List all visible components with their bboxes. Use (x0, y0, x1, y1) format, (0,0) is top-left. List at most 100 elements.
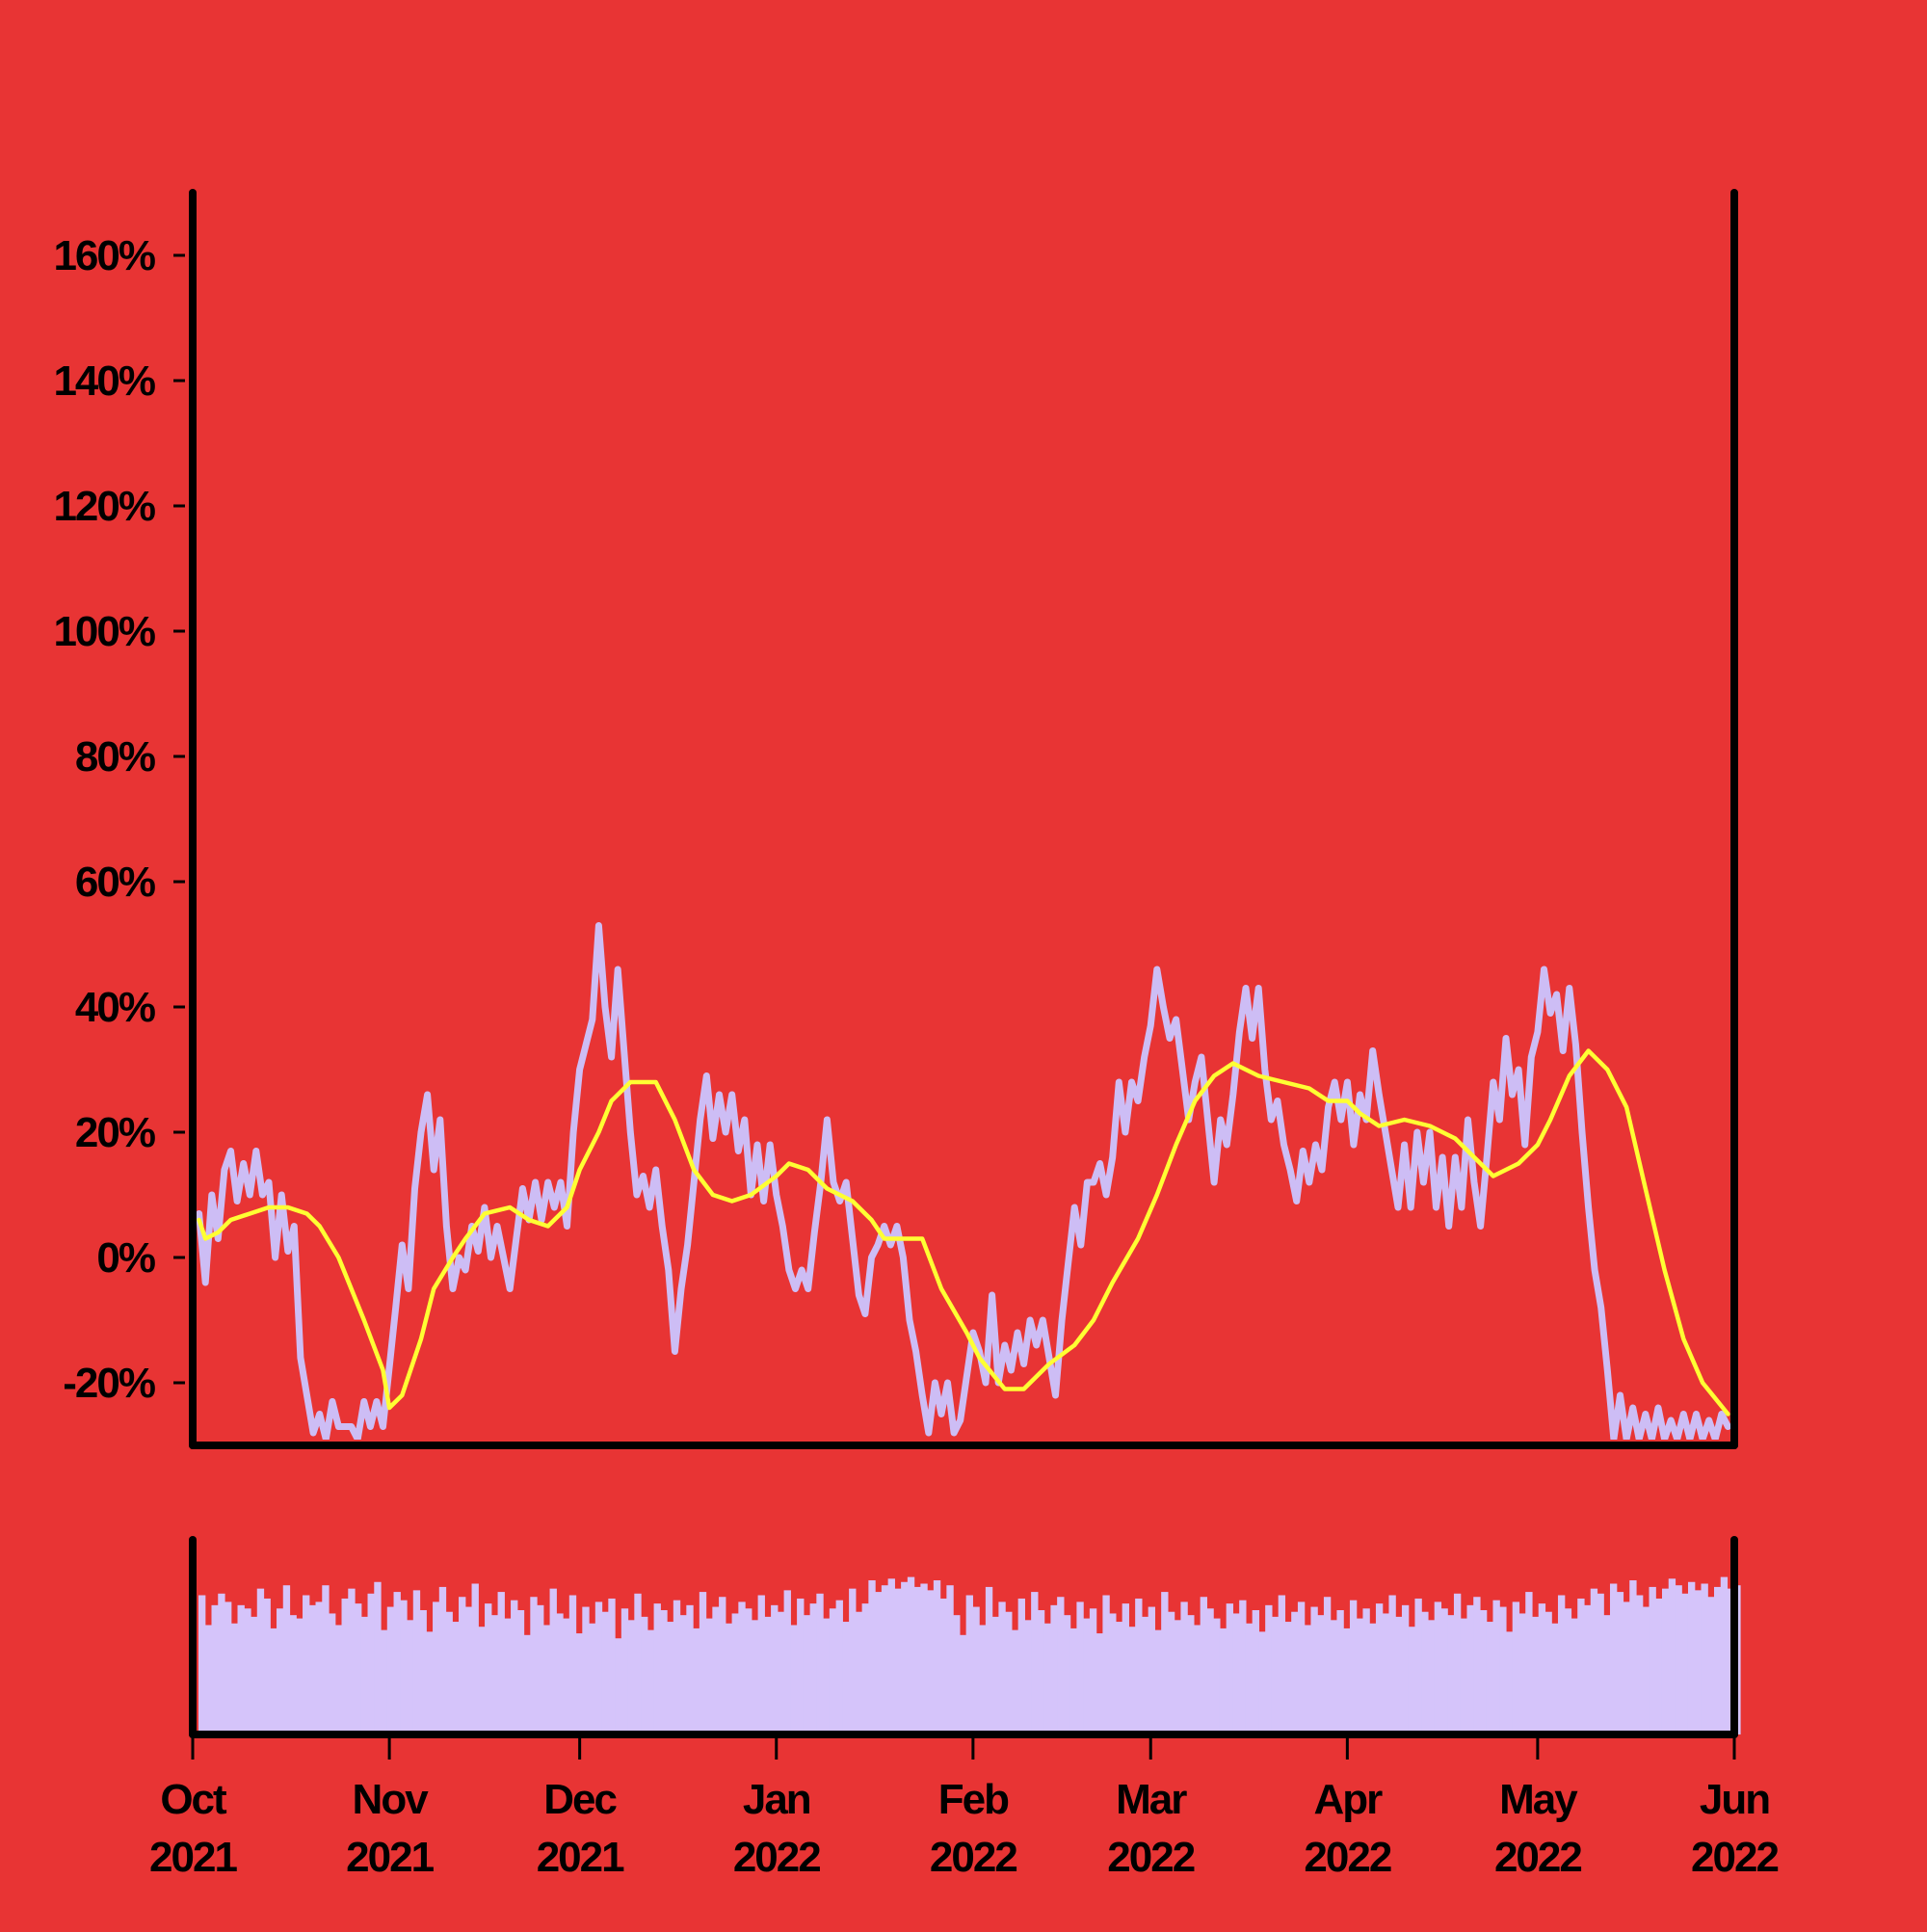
x-tick-month: Jun (1700, 1776, 1769, 1823)
volume-bar (549, 1588, 557, 1734)
volume-bar (1291, 1611, 1299, 1734)
volume-bar (360, 1616, 369, 1734)
x-tick-year: 2021 (149, 1834, 237, 1881)
volume-bar (1649, 1586, 1656, 1734)
volume-bar (1109, 1613, 1117, 1734)
x-tick-year: 2022 (1304, 1834, 1390, 1881)
volume-bar (953, 1615, 961, 1734)
volume-bar (1681, 1593, 1689, 1734)
volume-bar (478, 1627, 486, 1734)
volume-bar (913, 1586, 921, 1734)
volume-bar (355, 1603, 362, 1734)
y-tick-label: -20% (63, 1360, 155, 1407)
volume-bar (315, 1601, 323, 1734)
volume-bar (933, 1580, 941, 1734)
volume-bar (1219, 1628, 1227, 1734)
x-tick-month: Nov (353, 1776, 430, 1823)
volume-bar (348, 1588, 356, 1734)
moving-average-series (197, 1048, 1730, 1416)
volume-bar (1095, 1633, 1103, 1734)
volume-bar (367, 1593, 375, 1734)
volume-bar (277, 1608, 284, 1734)
volume-bar (901, 1581, 909, 1734)
volume-bar (452, 1622, 460, 1734)
volume-bar (1369, 1623, 1377, 1734)
volume-bar (1141, 1616, 1149, 1734)
volume-bar (426, 1631, 434, 1734)
y-tick-label: 40% (75, 984, 155, 1031)
volume-bar (641, 1616, 648, 1734)
volume-bar (230, 1623, 239, 1734)
volume-bar (712, 1606, 720, 1734)
volume-bar (946, 1585, 954, 1734)
volume-bar (1349, 1600, 1358, 1734)
volume-bar (1675, 1585, 1682, 1734)
volume-bar (204, 1625, 213, 1734)
volume-bar (829, 1608, 837, 1734)
volume-bar (1460, 1618, 1468, 1734)
volume-bar (1174, 1620, 1182, 1734)
volume-bar (790, 1625, 798, 1734)
volume-bar (1668, 1578, 1676, 1734)
volume-bar (868, 1580, 876, 1734)
volume-bar (381, 1629, 388, 1734)
volume-bar (1330, 1620, 1338, 1734)
volume-bar (218, 1593, 225, 1734)
volume-bar (1427, 1620, 1436, 1734)
volume-bar (198, 1595, 206, 1734)
volume-bar (419, 1610, 427, 1734)
volume-bar (464, 1606, 473, 1734)
volume-bar (582, 1606, 590, 1734)
volume-bar (1284, 1622, 1292, 1734)
volume-bar (991, 1616, 999, 1734)
volume-bar (1525, 1592, 1533, 1734)
volume-bar (1063, 1615, 1071, 1734)
volume-bar (1043, 1623, 1051, 1734)
volume-bar (282, 1585, 291, 1734)
volume-bar (334, 1625, 343, 1734)
volume-bar (575, 1633, 583, 1734)
volume-bar (270, 1628, 277, 1734)
volume-bar (1362, 1608, 1370, 1734)
volume-bar (679, 1615, 687, 1734)
volume-bar (433, 1601, 440, 1734)
y-tick-label: 160% (53, 232, 154, 279)
volume-bar (1304, 1625, 1312, 1734)
volume-bar (673, 1600, 681, 1734)
volume-bar (1232, 1613, 1240, 1734)
volume-bar (530, 1597, 538, 1734)
volume-bar (875, 1592, 883, 1734)
volume-bar (1597, 1593, 1604, 1734)
x-tick-month: Dec (543, 1776, 617, 1823)
volume-bar (1180, 1601, 1188, 1734)
volume-bar (568, 1595, 577, 1734)
x-axis-ticks: Oct 2021 Nov 2021 Dec 2021 Jan 2022 Feb 2022 Mar 20… (149, 1738, 1780, 1881)
volume-bar (1629, 1580, 1637, 1734)
volume-bar (1161, 1592, 1169, 1734)
volume-bar (1408, 1627, 1416, 1734)
volume-bar (1154, 1629, 1162, 1734)
volume-bar (1583, 1604, 1592, 1734)
volume-bar (244, 1608, 251, 1734)
volume-bar (1317, 1615, 1325, 1734)
volume-bar (1148, 1606, 1155, 1734)
volume-bar (1603, 1615, 1611, 1734)
volume-bar (1323, 1597, 1332, 1734)
x-tick-month: Feb (938, 1776, 1009, 1823)
volume-bar (542, 1625, 551, 1734)
volume-bar (386, 1606, 395, 1734)
volume-bar (985, 1586, 993, 1734)
volume-bar (1531, 1616, 1540, 1734)
volume-bar (537, 1604, 544, 1734)
volume-bar (516, 1610, 525, 1734)
volume-bar (224, 1601, 232, 1734)
volume-bar (927, 1590, 935, 1734)
volume-bar (1200, 1597, 1208, 1734)
volume-bar (594, 1601, 603, 1734)
volume-bar (1590, 1588, 1598, 1734)
y-tick-label: 80% (75, 733, 155, 781)
volume-bar (1720, 1576, 1729, 1734)
volume-bar (1213, 1618, 1221, 1734)
volume-bar (783, 1590, 791, 1734)
volume-bar (1031, 1592, 1039, 1734)
